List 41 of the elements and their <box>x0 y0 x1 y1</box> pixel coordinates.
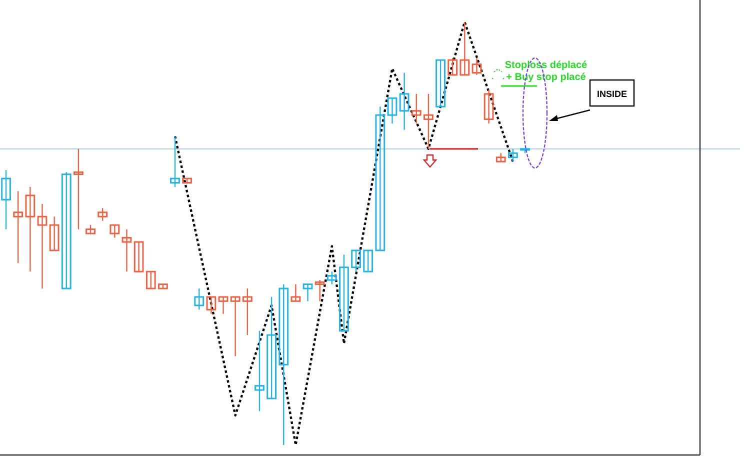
candlestick <box>218 296 228 314</box>
annotation: INSIDE <box>596 89 628 99</box>
annotation: Stoploss déplacé + Buy stop placé <box>504 60 588 83</box>
candlestick <box>61 172 72 290</box>
candlestick <box>484 89 494 124</box>
candlestick <box>290 284 301 302</box>
candlestick <box>98 208 108 222</box>
candlestick <box>242 288 252 336</box>
candlestick <box>508 148 518 162</box>
candlestick <box>49 216 60 252</box>
candlestick <box>339 254 349 332</box>
candlestick <box>73 148 84 230</box>
candlestick <box>170 136 180 188</box>
candlestick <box>254 330 264 412</box>
candlestick <box>472 57 482 76</box>
candlestick <box>122 228 132 272</box>
candlestick <box>37 203 48 290</box>
candlestick <box>387 97 398 124</box>
candlestick <box>399 72 410 130</box>
candlestick <box>110 224 120 238</box>
candlestick <box>266 296 277 400</box>
candlestick <box>194 288 204 310</box>
candlestick <box>351 250 361 272</box>
candlestick <box>326 270 337 285</box>
candlestick <box>314 279 325 302</box>
candlestick <box>134 241 144 272</box>
candlestick <box>423 93 434 150</box>
candlestick <box>375 106 386 252</box>
candlestick <box>436 59 446 108</box>
candlestick <box>146 270 156 290</box>
candlestick <box>25 186 36 272</box>
candlestick <box>230 296 240 357</box>
candlestick <box>460 21 470 76</box>
candlestick <box>302 284 313 302</box>
candlestick <box>363 250 374 272</box>
candlestick <box>278 284 289 446</box>
candlestick <box>1 169 11 230</box>
candlestick <box>411 93 422 124</box>
candlestick <box>448 57 458 76</box>
candlestick <box>13 190 24 264</box>
candlestick <box>206 296 216 314</box>
